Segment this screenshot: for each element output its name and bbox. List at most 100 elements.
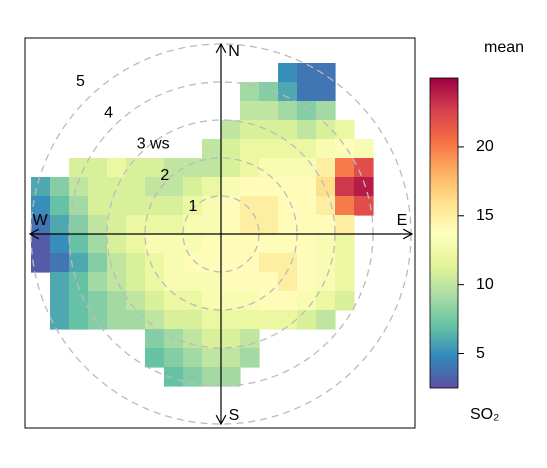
- cell: [107, 253, 127, 273]
- cell: [145, 158, 165, 178]
- cell: [50, 215, 70, 235]
- heatmap: [31, 63, 374, 387]
- cell: [278, 63, 298, 83]
- cell: [221, 329, 241, 349]
- cell: [88, 234, 108, 254]
- cell: [164, 196, 184, 216]
- cell: [69, 253, 89, 273]
- cell: [183, 272, 203, 292]
- cell: [50, 196, 70, 216]
- cell: [88, 310, 108, 330]
- cell: [278, 158, 298, 178]
- cell: [297, 177, 317, 197]
- cell: [69, 177, 89, 197]
- cell: [335, 196, 355, 216]
- cell: [278, 177, 298, 197]
- cell: [354, 196, 374, 216]
- cell: [297, 310, 317, 330]
- cell: [69, 215, 89, 235]
- cell: [316, 215, 336, 235]
- compass-label: S: [229, 407, 240, 424]
- cell: [297, 101, 317, 121]
- cell: [202, 158, 222, 178]
- cell: [240, 196, 260, 216]
- cell: [31, 215, 51, 235]
- cell: [259, 253, 279, 273]
- cell: [164, 310, 184, 330]
- cell: [259, 215, 279, 235]
- cell: [107, 310, 127, 330]
- cell: [31, 253, 51, 273]
- cell: [221, 158, 241, 178]
- cell: [145, 215, 165, 235]
- cell: [221, 215, 241, 235]
- cell: [145, 177, 165, 197]
- cell: [164, 367, 184, 387]
- arrow-head: [402, 228, 414, 240]
- cell: [202, 234, 222, 254]
- cell: [354, 158, 374, 178]
- cell: [240, 310, 260, 330]
- cell: [107, 215, 127, 235]
- cell: [259, 196, 279, 216]
- cell: [316, 120, 336, 140]
- cell: [259, 272, 279, 292]
- cell: [335, 215, 355, 235]
- cell: [164, 329, 184, 349]
- cell: [221, 234, 241, 254]
- colorbar: [429, 77, 459, 389]
- colorbar-tick-label: 5: [476, 345, 485, 362]
- ring-label: 1: [188, 198, 197, 215]
- cell: [107, 177, 127, 197]
- cell: [297, 234, 317, 254]
- cell: [69, 310, 89, 330]
- cell: [31, 177, 51, 197]
- cell: [164, 215, 184, 235]
- legend-label: SO₂: [470, 406, 499, 423]
- cell: [278, 310, 298, 330]
- cell: [240, 215, 260, 235]
- cell: [107, 158, 127, 178]
- cell: [297, 82, 317, 102]
- cell: [183, 291, 203, 311]
- cell: [335, 177, 355, 197]
- cell: [183, 234, 203, 254]
- cell: [316, 196, 336, 216]
- cell: [183, 196, 203, 216]
- cell: [278, 101, 298, 121]
- cell: [221, 253, 241, 273]
- cell: [335, 253, 355, 273]
- cell: [50, 272, 70, 292]
- cell: [259, 101, 279, 121]
- cell: [88, 158, 108, 178]
- cell: [126, 177, 146, 197]
- cell: [259, 120, 279, 140]
- cell: [335, 291, 355, 311]
- cell: [145, 272, 165, 292]
- cell: [278, 139, 298, 159]
- cell: [278, 291, 298, 311]
- cell: [297, 158, 317, 178]
- cell: [31, 196, 51, 216]
- cell: [69, 272, 89, 292]
- cell: [259, 291, 279, 311]
- cell: [297, 196, 317, 216]
- cell: [240, 158, 260, 178]
- colorbar-tick-label: 10: [476, 276, 494, 293]
- cell: [297, 272, 317, 292]
- ring-label: 3 ws: [137, 136, 170, 153]
- cell: [316, 63, 336, 83]
- cell: [316, 310, 336, 330]
- cell: [240, 177, 260, 197]
- cell: [316, 234, 336, 254]
- cell: [88, 253, 108, 273]
- cell: [278, 82, 298, 102]
- cell: [240, 101, 260, 121]
- cell: [126, 215, 146, 235]
- cell: [164, 234, 184, 254]
- axes: [28, 42, 414, 426]
- cell: [183, 253, 203, 273]
- cell: [164, 253, 184, 273]
- cell: [183, 348, 203, 368]
